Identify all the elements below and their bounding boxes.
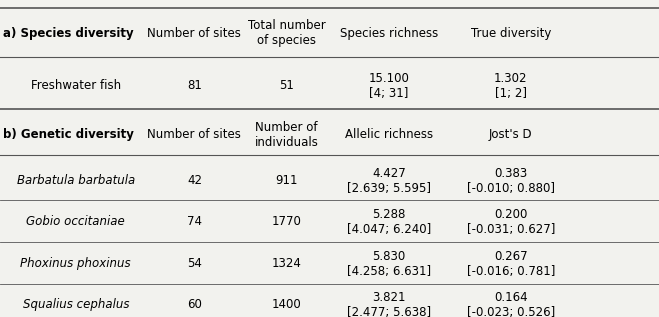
Text: 42: 42 — [187, 174, 202, 187]
Text: 1324: 1324 — [272, 257, 302, 270]
Text: Freshwater fish: Freshwater fish — [31, 79, 121, 92]
Text: Allelic richness: Allelic richness — [345, 128, 433, 141]
Text: 15.100
[4; 31]: 15.100 [4; 31] — [368, 72, 409, 100]
Text: b) Genetic diversity: b) Genetic diversity — [3, 128, 134, 141]
Text: 4.427
[2.639; 5.595]: 4.427 [2.639; 5.595] — [347, 167, 431, 195]
Text: 5.830
[4.258; 6.631]: 5.830 [4.258; 6.631] — [347, 250, 431, 278]
Text: 0.267
[-0.016; 0.781]: 0.267 [-0.016; 0.781] — [467, 250, 555, 278]
Text: 54: 54 — [187, 257, 202, 270]
Text: 3.821
[2.477; 5.638]: 3.821 [2.477; 5.638] — [347, 291, 431, 317]
Text: Number of sites: Number of sites — [148, 27, 241, 40]
Text: Phoxinus phoxinus: Phoxinus phoxinus — [20, 257, 131, 270]
Text: 51: 51 — [279, 79, 294, 92]
Text: 0.383
[-0.010; 0.880]: 0.383 [-0.010; 0.880] — [467, 167, 555, 195]
Text: 1770: 1770 — [272, 215, 302, 229]
Text: True diversity: True diversity — [471, 27, 551, 40]
Text: Species richness: Species richness — [339, 27, 438, 40]
Text: 74: 74 — [187, 215, 202, 229]
Text: Jost's D: Jost's D — [489, 128, 532, 141]
Text: Barbatula barbatula: Barbatula barbatula — [16, 174, 135, 187]
Text: 1.302
[1; 2]: 1.302 [1; 2] — [494, 72, 527, 100]
Text: 5.288
[4.047; 6.240]: 5.288 [4.047; 6.240] — [347, 208, 431, 236]
Text: 0.164
[-0.023; 0.526]: 0.164 [-0.023; 0.526] — [467, 291, 555, 317]
Text: 911: 911 — [275, 174, 298, 187]
Text: 81: 81 — [187, 79, 202, 92]
Text: Number of sites: Number of sites — [148, 128, 241, 141]
Text: 1400: 1400 — [272, 298, 302, 312]
Text: 0.200
[-0.031; 0.627]: 0.200 [-0.031; 0.627] — [467, 208, 555, 236]
Text: Squalius cephalus: Squalius cephalus — [22, 298, 129, 312]
Text: Number of
individuals: Number of individuals — [255, 121, 318, 149]
Text: 60: 60 — [187, 298, 202, 312]
Text: Total number
of species: Total number of species — [248, 19, 326, 47]
Text: Gobio occitaniae: Gobio occitaniae — [26, 215, 125, 229]
Text: a) Species diversity: a) Species diversity — [3, 27, 134, 40]
